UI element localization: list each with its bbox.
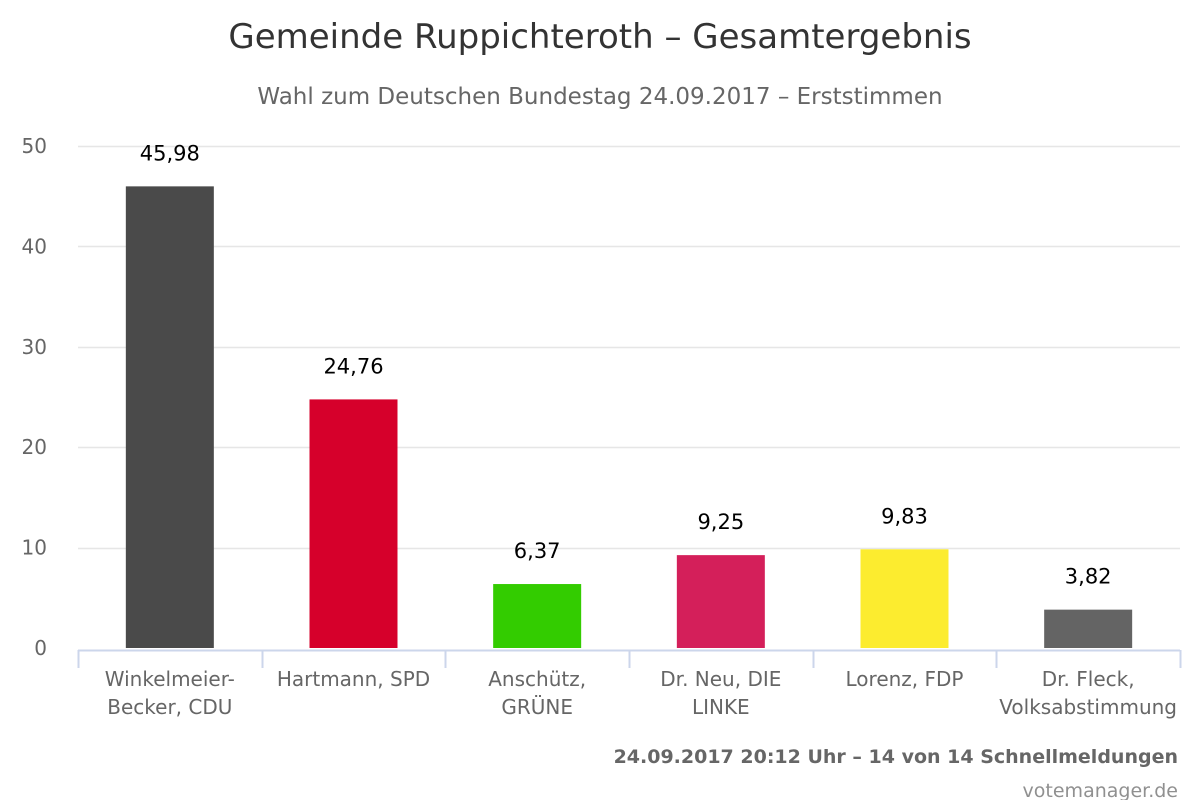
- y-tick-label: 30: [22, 335, 47, 359]
- x-tick-label-line: Dr. Fleck,: [1042, 667, 1135, 691]
- data-label: 9,25: [697, 510, 744, 534]
- bar: [309, 399, 398, 648]
- y-axis-ticks: 0 10 20 30 40 50: [22, 134, 47, 660]
- x-tick-label: Dr. Neu, DIE LINKE: [660, 667, 781, 719]
- x-tick-label-line: GRÜNE: [501, 695, 573, 719]
- y-tick-label: 0: [34, 636, 47, 660]
- bar: [676, 555, 765, 648]
- x-tick-label-line: Dr. Neu, DIE: [660, 667, 781, 691]
- x-tick-label: Lorenz, FDP: [846, 667, 964, 691]
- chart-title: Gemeinde Ruppichteroth – Gesamtergebnis: [228, 17, 971, 57]
- footer-credit: votemanager.de: [1023, 780, 1178, 800]
- x-axis-categories: Winkelmeier- Becker, CDU Hartmann, SPD Ansc…: [105, 667, 1177, 719]
- x-tick-label-line: Lorenz, FDP: [846, 667, 964, 691]
- x-tick-label-line: LINKE: [692, 695, 750, 719]
- x-tick-label-line: Hartmann, SPD: [277, 667, 430, 691]
- x-tick-label: Hartmann, SPD: [277, 667, 430, 691]
- x-axis: [77, 649, 1182, 668]
- bar-series: [125, 186, 1133, 649]
- x-tick-label-line: Anschütz,: [488, 667, 586, 691]
- x-tick-label-line: Becker, CDU: [107, 695, 232, 719]
- data-label: 24,76: [323, 354, 383, 378]
- x-tick-label-line: Winkelmeier-: [105, 667, 235, 691]
- y-tick-label: 50: [22, 134, 47, 158]
- y-tick-label: 10: [22, 536, 47, 560]
- bar: [1044, 609, 1133, 648]
- grid-lines: [78, 145, 1180, 550]
- data-label: 45,98: [140, 141, 200, 165]
- bar: [493, 584, 582, 648]
- x-tick-label: Winkelmeier- Becker, CDU: [105, 667, 235, 719]
- chart-subtitle: Wahl zum Deutschen Bundestag 24.09.2017 …: [257, 84, 942, 110]
- bar: [860, 549, 949, 648]
- bar: [125, 186, 214, 649]
- data-label: 9,83: [881, 504, 928, 528]
- y-tick-label: 40: [22, 234, 47, 258]
- data-label: 6,37: [514, 539, 561, 563]
- x-tick-label: Dr. Fleck, Volksabstimmung: [999, 667, 1177, 719]
- x-tick-label-line: Volksabstimmung: [999, 695, 1177, 719]
- data-label: 3,82: [1065, 565, 1112, 589]
- footer-status: 24.09.2017 20:12 Uhr – 14 von 14 Schnell…: [614, 746, 1178, 768]
- data-labels: 45,98 24,76 6,37 9,25 9,83 3,82: [140, 141, 1112, 588]
- x-tick-label: Anschütz, GRÜNE: [488, 667, 586, 719]
- y-tick-label: 20: [22, 435, 47, 459]
